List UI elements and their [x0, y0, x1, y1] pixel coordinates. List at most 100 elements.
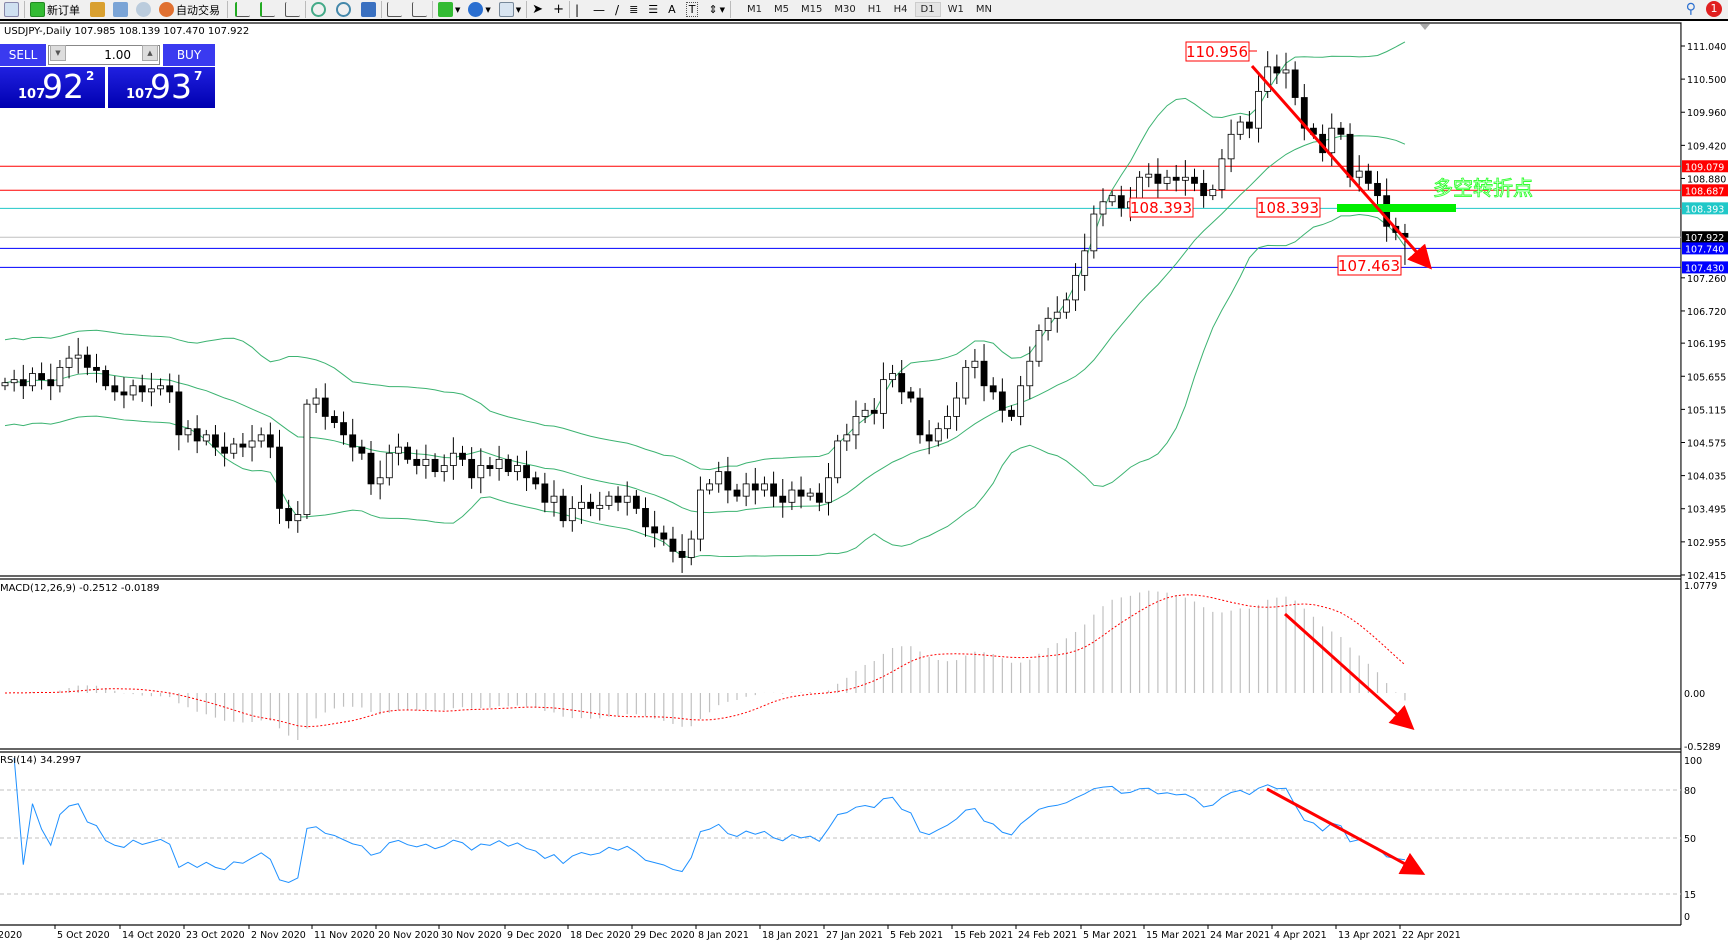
buy-button[interactable]: BUY: [163, 44, 215, 66]
candle: [1218, 158, 1226, 190]
crosshair-icon[interactable]: +: [553, 2, 564, 17]
dropdown-arrow-icon[interactable]: ▼: [515, 5, 522, 14]
rsi-line: [13, 757, 1406, 884]
zoom-in-icon[interactable]: [311, 2, 326, 17]
low-label-box: [1337, 255, 1402, 276]
support-label-right: 108.393: [1257, 199, 1319, 217]
tile-windows-icon[interactable]: [361, 2, 376, 17]
fibo-retracement-icon[interactable]: ☰: [648, 3, 659, 16]
auto-scroll-icon[interactable]: [387, 2, 402, 17]
candle: [989, 385, 997, 393]
support-label-right-box: [1256, 197, 1321, 218]
auto-trading-icon[interactable]: [159, 2, 174, 17]
lot-increase-button[interactable]: ▲: [142, 45, 158, 61]
candle: [605, 495, 613, 506]
bollinger-upper-band: [4, 41, 1406, 471]
buy-price-box[interactable]: 107 93 7: [108, 67, 215, 108]
level-price-tag: [1682, 202, 1728, 215]
candle: [221, 446, 229, 454]
candle: [678, 550, 686, 558]
macd-title: MACD(12,26,9) -0.2512 -0.0189: [0, 583, 160, 594]
templates-icon[interactable]: [498, 2, 514, 17]
notification-badge[interactable]: 1: [1706, 1, 1722, 17]
price-tick-label: 108.880: [1687, 174, 1726, 185]
chart-shift-icon[interactable]: [412, 2, 427, 17]
time-tick-label: 14 Oct 2020: [122, 930, 181, 941]
candle: [1191, 176, 1198, 184]
candle: [687, 538, 695, 558]
timeframe-m15[interactable]: M15: [801, 4, 823, 15]
text-icon[interactable]: A: [668, 3, 676, 16]
timeframe-h4[interactable]: H4: [893, 4, 908, 15]
dropdown-arrow-icon[interactable]: ▼: [455, 5, 461, 14]
signals-icon[interactable]: [136, 2, 151, 17]
candle: [907, 391, 915, 399]
candle: [962, 366, 970, 399]
sell-button[interactable]: SELL: [0, 44, 46, 66]
cursor-icon[interactable]: ➤: [532, 2, 544, 17]
candle: [1255, 90, 1262, 129]
trendline-icon[interactable]: /: [615, 2, 620, 17]
candle: [715, 471, 723, 485]
timeframe-m1[interactable]: M1: [747, 4, 763, 15]
zoom-window-icon[interactable]: [4, 2, 19, 17]
horizontal-line-icon[interactable]: —: [593, 2, 606, 17]
time-tick-label: 18 Dec 2020: [570, 930, 631, 941]
timeframe-mn[interactable]: MN: [975, 4, 992, 15]
candle: [761, 483, 768, 491]
lot-size-input[interactable]: 1.00: [48, 45, 160, 65]
timeframe-d1[interactable]: D1: [914, 2, 941, 17]
candle: [1172, 176, 1180, 181]
periods-clock-icon[interactable]: [468, 2, 484, 17]
timeframe-m30[interactable]: M30: [834, 4, 856, 15]
time-tick-label: 22 Apr 2021: [1402, 930, 1461, 941]
indicators-icon[interactable]: [438, 2, 453, 17]
candle: [1163, 176, 1171, 184]
candlestick-chart-icon[interactable]: [260, 2, 275, 17]
search-icon[interactable]: ⚲: [1685, 1, 1696, 17]
metaeditor-icon[interactable]: [90, 2, 105, 17]
turning-point-text: 多空转折点: [1433, 176, 1533, 200]
timeframe-m5[interactable]: M5: [774, 4, 790, 15]
fibo-channel-icon[interactable]: ≣: [629, 3, 639, 16]
price-tick-label: 109.420: [1687, 141, 1726, 152]
zoom-out-icon[interactable]: [336, 2, 351, 17]
candle: [330, 416, 338, 423]
text-label-icon[interactable]: T: [685, 2, 699, 17]
price-tick-label: 106.195: [1687, 339, 1726, 350]
new-order-button[interactable]: 新订单: [47, 3, 80, 17]
chart-shift-marker[interactable]: [1420, 24, 1430, 30]
candle: [38, 373, 45, 381]
macd-tick-label: -0.5289: [1684, 742, 1721, 753]
new-order-icon[interactable]: [30, 2, 45, 17]
toolbar-separator: [432, 1, 433, 18]
candle: [294, 514, 302, 522]
candle: [632, 495, 640, 509]
candle: [212, 434, 219, 448]
buy-price-pips: 93: [150, 67, 192, 106]
time-tick-label: 9 Dec 2020: [507, 930, 562, 941]
timeframe-h1[interactable]: H1: [867, 4, 882, 15]
candle: [669, 538, 677, 552]
bar-chart-icon[interactable]: [235, 2, 250, 17]
timeframe-w1[interactable]: W1: [947, 4, 964, 15]
terminal-icon[interactable]: [113, 2, 128, 17]
candle: [1017, 385, 1025, 417]
lot-decrease-button[interactable]: ▼: [50, 45, 66, 61]
line-chart-icon[interactable]: [285, 2, 300, 17]
dropdown-arrow-icon[interactable]: ▼: [485, 5, 491, 14]
dropdown-arrow-icon[interactable]: ▼: [719, 5, 726, 14]
candle: [925, 434, 933, 442]
sell-price-box[interactable]: 107 92 2: [0, 67, 105, 108]
candle: [358, 446, 366, 454]
candle: [1026, 360, 1034, 387]
arrows-icon[interactable]: ⇕: [708, 3, 718, 16]
candle: [697, 489, 704, 540]
auto-trading-button[interactable]: 自动交易: [176, 3, 220, 17]
vertical-line-icon[interactable]: |: [574, 2, 580, 17]
level-price-tag: [1682, 231, 1728, 244]
candle: [504, 458, 512, 473]
candle: [157, 385, 164, 390]
candle: [614, 495, 622, 503]
